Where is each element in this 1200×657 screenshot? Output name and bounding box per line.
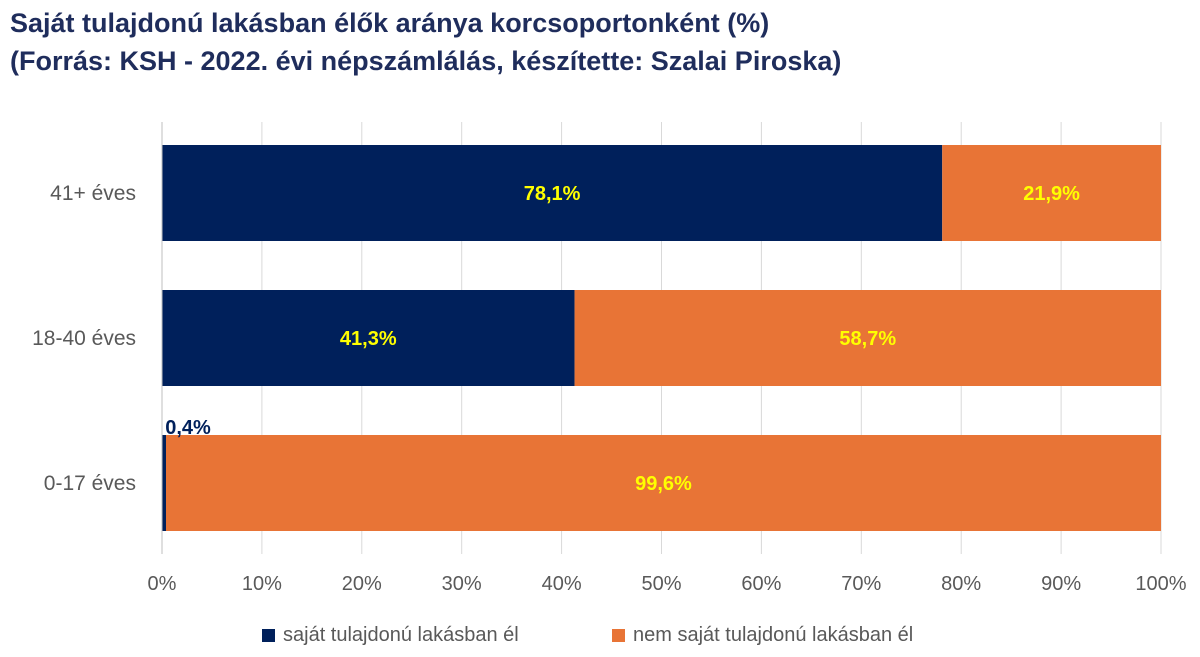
- bars: [162, 145, 1162, 531]
- data-label: 99,6%: [635, 473, 692, 495]
- x-tick-label: 30%: [442, 573, 482, 595]
- data-label: 41,3%: [340, 328, 397, 350]
- legend-swatch-not-owned: [612, 629, 625, 642]
- data-label: 78,1%: [524, 183, 581, 205]
- x-tick-label: 70%: [841, 573, 881, 595]
- bar-segment: [162, 435, 166, 531]
- legend-item-owned: saját tulajdonú lakásban él: [262, 624, 519, 647]
- axes: 0% 10% 20% 30% 40% 50% 60% 70% 80% 90% 100% 41+ éve…: [32, 122, 1187, 595]
- legend-item-not-owned: nem saját tulajdonú lakásban él: [612, 624, 913, 647]
- legend-swatch-owned: [262, 629, 275, 642]
- x-tick-label: 10%: [242, 573, 282, 595]
- bar-segment: [165, 435, 1162, 531]
- legend-label-not-owned: nem saját tulajdonú lakásban él: [633, 624, 914, 646]
- x-tick-label: 40%: [542, 573, 582, 595]
- chart-subtitle-line: (Forrás: KSH - 2022. évi népszámlálás, k…: [10, 46, 842, 76]
- data-label: 58,7%: [839, 328, 896, 350]
- bar-segment: [162, 290, 575, 386]
- chart-title: Saját tulajdonú lakásban élők aránya kor…: [10, 4, 1190, 80]
- data-label: 21,9%: [1023, 183, 1080, 205]
- legend-label-owned: saját tulajdonú lakásban él: [283, 624, 519, 646]
- bar-segment: [942, 145, 1161, 241]
- data-label: 0,4%: [165, 417, 211, 439]
- chart-title-line: Saját tulajdonú lakásban élők aránya kor…: [10, 8, 770, 38]
- x-tick-label: 100%: [1135, 573, 1186, 595]
- x-tick-label: 0%: [148, 573, 177, 595]
- bar-segment: [574, 290, 1161, 386]
- category-label: 18-40 éves: [32, 327, 136, 350]
- category-label: 0-17 éves: [44, 472, 136, 495]
- x-tick-label: 50%: [641, 573, 681, 595]
- x-tick-label: 20%: [342, 573, 382, 595]
- x-tick-label: 60%: [741, 573, 781, 595]
- x-tick-label: 90%: [1041, 573, 1081, 595]
- legend: saját tulajdonú lakásban él nem saját tu…: [0, 624, 1200, 654]
- data-labels: 78,1% 21,9% 41,3% 58,7% 0,4% 99,6%: [165, 183, 1080, 495]
- category-label: 41+ éves: [50, 182, 136, 205]
- bar-segment: [162, 145, 943, 241]
- x-tick-label: 80%: [941, 573, 981, 595]
